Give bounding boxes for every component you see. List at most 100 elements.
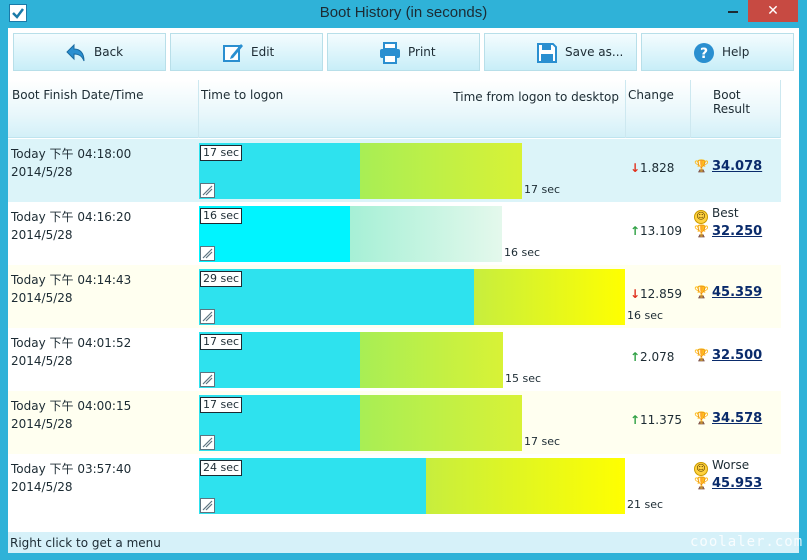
status-bar: Right click to get a menu [8,532,799,553]
table-row[interactable]: Today 下午 03:57:40 2014/5/28 24 sec 21 sec ☺ W… [8,454,781,517]
boot-result-link[interactable]: 32.250 [712,224,763,239]
edit-row-icon[interactable] [200,372,215,387]
boot-result-link[interactable]: 45.953 [712,476,763,491]
edit-button[interactable]: Edit [170,33,323,71]
window-title: Boot History (in seconds) [319,4,488,21]
boot-result: 🏆 34.078 [694,159,762,174]
header-change[interactable]: Change [626,80,691,138]
app-check-icon[interactable] [9,4,27,22]
change-number: 12.859 [640,287,682,301]
change-value: ↑2.078 [630,350,674,364]
arrow-up-icon: ↑ [630,350,641,364]
help-label: Help [722,45,750,59]
table-row[interactable]: Today 下午 04:01:52 2014/5/28 17 sec 15 sec ↑2… [8,328,781,391]
change-value: ↑11.375 [630,413,682,427]
close-button[interactable]: ✕ [748,0,798,22]
arrow-up-icon: ↑ [630,224,641,238]
header-date-label: Boot Finish Date/Time [12,88,144,102]
print-button[interactable]: Print [327,33,480,71]
boot-result-link[interactable]: 34.078 [712,159,763,174]
boot-result-link[interactable]: 45.359 [712,285,763,300]
result-note-text: Best [712,206,739,220]
change-number: 2.078 [640,350,675,364]
desktop-bar [474,269,625,325]
table-row[interactable]: Today 下午 04:16:20 2014/5/28 16 sec 16 sec ↑1… [8,202,781,265]
row-time: Today 下午 04:18:00 [11,147,132,161]
row-datetime: Today 下午 03:57:40 2014/5/28 [11,460,131,496]
header-change-label: Change [628,88,674,102]
back-label: Back [94,45,124,59]
title-bar: Boot History (in seconds) ✕ [0,0,807,26]
trophy-icon: 🏆 [694,411,709,425]
edit-pencil-icon [223,44,243,62]
desktop-time-label: 17 sec [524,435,561,448]
row-datetime: Today 下午 04:01:52 2014/5/28 [11,334,131,370]
header-timing[interactable]: Time to logon Time from logon to desktop [199,80,626,138]
edit-row-icon[interactable] [200,435,215,450]
logon-time-label: 17 sec [200,397,243,413]
save-as-button[interactable]: Save as... [484,33,637,71]
edit-row-icon[interactable] [200,498,215,513]
edit-label: Edit [251,45,275,59]
trophy-icon: 🏆 [694,348,709,362]
grid-header: Boot Finish Date/Time Time to logon Time… [8,80,781,138]
row-datetime: Today 下午 04:14:43 2014/5/28 [11,271,131,307]
row-date: 2014/5/28 [11,417,73,431]
table-row[interactable]: Today 下午 04:14:43 2014/5/28 29 sec 16 sec ↓1… [8,265,781,328]
desktop-bar [426,458,625,514]
help-button[interactable]: ? Help [641,33,794,71]
header-date[interactable]: Boot Finish Date/Time [8,80,199,138]
save-as-label: Save as... [565,45,624,59]
desktop-time-label: 17 sec [524,183,561,196]
table-row[interactable]: Today 下午 04:18:00 2014/5/28 17 sec 17 sec ↓1… [8,139,781,202]
logon-time-label: 24 sec [200,460,243,476]
header-result[interactable]: Boot Result [691,80,781,138]
smiley-icon: ☺ [694,210,708,224]
floppy-disk-icon [537,43,557,63]
printer-icon [380,42,400,64]
row-time: Today 下午 04:01:52 [11,336,132,350]
logon-time-label: 16 sec [200,208,243,224]
edit-row-icon[interactable] [200,183,215,198]
desktop-time-label: 16 sec [504,246,541,259]
change-value: ↑13.109 [630,224,682,238]
minimize-button[interactable] [719,0,747,22]
row-date: 2014/5/28 [11,354,73,368]
boot-result: 🏆 32.250 [694,224,762,239]
boot-history-grid: Boot Finish Date/Time Time to logon Time… [8,80,799,530]
logon-time-label: 17 sec [200,145,243,161]
row-time: Today 下午 04:14:43 [11,273,132,287]
boot-result-link[interactable]: 32.500 [712,348,763,363]
logon-time-label: 29 sec [200,271,243,287]
watermark-text: coolaler.com [690,534,804,550]
arrow-down-icon: ↓ [630,287,641,301]
svg-text:?: ? [700,46,708,62]
back-button[interactable]: Back [13,33,166,71]
header-logon-label: Time to logon [201,88,284,102]
arrow-up-icon: ↑ [630,413,641,427]
boot-result-link[interactable]: 34.578 [712,411,763,426]
change-value: ↓1.828 [630,161,674,175]
boot-result: 🏆 32.500 [694,348,762,363]
client-area: Back Edit Print Save as... ? Help Boot F… [8,28,799,553]
edit-row-icon[interactable] [200,246,215,261]
desktop-time-label: 21 sec [627,498,664,511]
trophy-icon: 🏆 [694,224,709,238]
edit-row-icon[interactable] [200,309,215,324]
change-number: 11.375 [640,413,682,427]
row-datetime: Today 下午 04:00:15 2014/5/28 [11,397,131,433]
trophy-icon: 🏆 [694,159,709,173]
row-date: 2014/5/28 [11,480,73,494]
result-note-text: Worse [712,458,750,472]
result-note: ☺ Best [694,206,739,224]
boot-result: 🏆 45.953 [694,476,762,491]
header-result-label: Boot Result [713,88,751,116]
logon-bar [199,269,474,325]
desktop-time-label: 15 sec [505,372,542,385]
change-value: ↓12.859 [630,287,682,301]
result-note: ☺ Worse [694,458,749,476]
table-row[interactable]: Today 下午 04:00:15 2014/5/28 17 sec 17 sec ↑1… [8,391,781,454]
smiley-icon: ☺ [694,462,708,476]
row-datetime: Today 下午 04:18:00 2014/5/28 [11,145,131,181]
row-datetime: Today 下午 04:16:20 2014/5/28 [11,208,131,244]
